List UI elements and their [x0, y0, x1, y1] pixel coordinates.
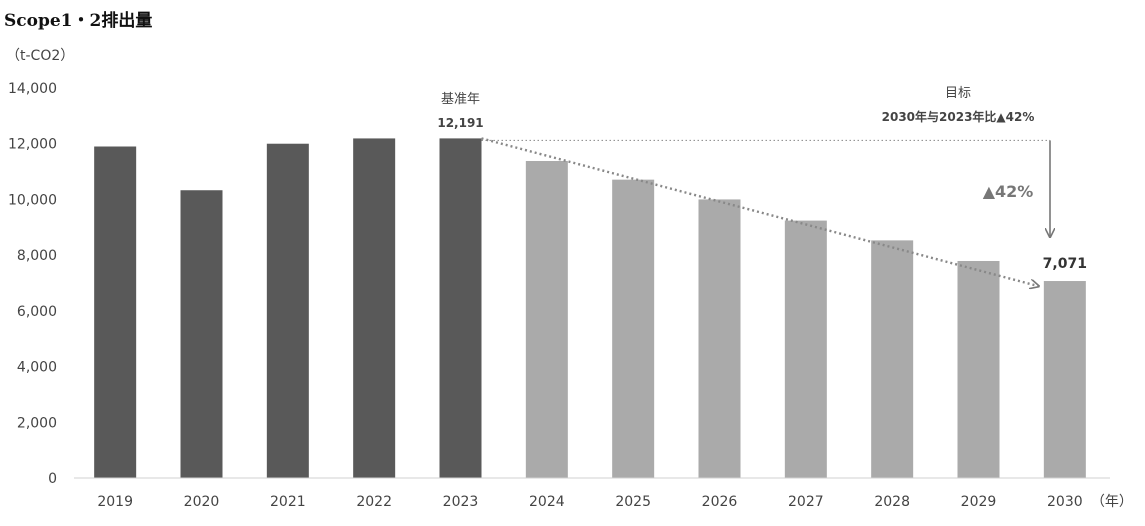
y-axis-unit-label: （t-CO2） [6, 48, 74, 64]
x-tick-label: 2030 [1047, 494, 1083, 510]
bar-2028 [871, 240, 914, 478]
x-tick-label: 2025 [615, 494, 651, 510]
bar-2021 [266, 143, 309, 478]
bar-2025 [612, 179, 655, 478]
target-detail-label: 2030年与2023年比▲42% [882, 109, 1035, 124]
bar-2019 [94, 146, 137, 478]
annotations: 基准年 12,191 目标 2030年与2023年比▲42% ▲42% 7,071 [437, 86, 1087, 286]
bar-2030 [1043, 281, 1086, 478]
y-tick-label: 8,000 [17, 248, 57, 264]
x-tick-label: 2027 [788, 494, 824, 510]
y-axis: （t-CO2） 0 2,000 4,000 6,000 8,000 10,000 12,000… [6, 48, 74, 487]
x-tick-label: 2028 [874, 494, 910, 510]
x-axis: 2019 2020 2021 2022 2023 2024 2025 2026 2027 2028… [74, 477, 1133, 510]
x-tick-label: 2029 [961, 494, 997, 510]
bar-2027 [784, 220, 827, 478]
y-tick-label: 10,000 [8, 192, 57, 208]
x-tick-label: 2021 [270, 494, 306, 510]
target-label: 目标 [945, 86, 971, 101]
x-tick-label: 2022 [356, 494, 392, 510]
trend-arrow [481, 137, 1038, 286]
chart-title: Scope1・2排出量 [4, 11, 153, 31]
y-tick-label: 14,000 [8, 81, 57, 97]
target-value-label: 7,071 [1043, 256, 1087, 272]
bar-2023 [439, 138, 482, 479]
bar-2024 [525, 160, 568, 478]
x-tick-label: 2026 [702, 494, 738, 510]
x-axis-unit-label: （年） [1091, 494, 1133, 510]
bar-2022 [353, 138, 396, 478]
x-tick-label: 2020 [184, 494, 220, 510]
bar-2029 [957, 260, 1000, 478]
base-value-label: 12,191 [437, 116, 483, 130]
y-tick-label: 0 [48, 471, 57, 487]
y-tick-label: 6,000 [17, 304, 57, 320]
y-tick-label: 12,000 [8, 137, 57, 153]
bars [94, 138, 1086, 479]
y-tick-label: 4,000 [17, 360, 57, 376]
bar-2020 [180, 190, 223, 478]
bar-2026 [698, 199, 741, 478]
y-tick-label: 2,000 [17, 415, 57, 431]
x-tick-label: 2024 [529, 494, 565, 510]
reduction-label: ▲42% [983, 182, 1034, 201]
x-tick-label: 2019 [97, 494, 133, 510]
x-tick-label: 2023 [443, 494, 479, 510]
base-year-label: 基准年 [441, 92, 480, 107]
